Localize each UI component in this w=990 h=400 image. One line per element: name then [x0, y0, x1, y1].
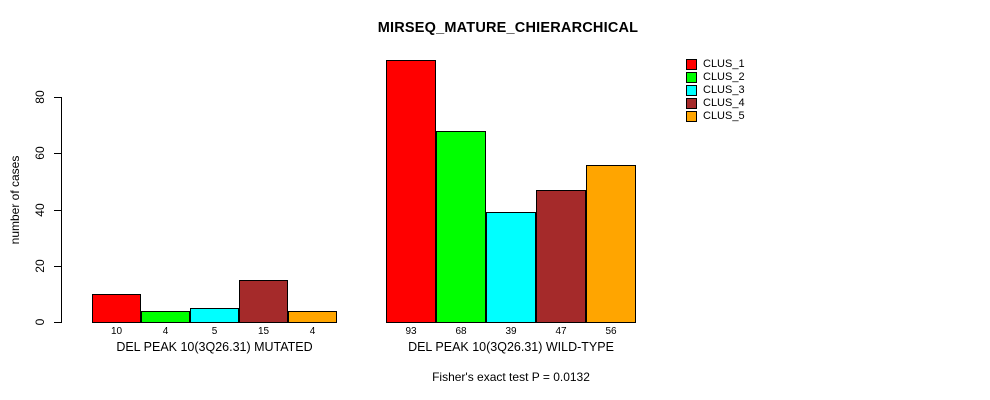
legend-label: CLUS_3	[703, 84, 745, 96]
legend-swatch-icon	[686, 98, 697, 109]
legend-row-clus_5: CLUS_5	[686, 111, 745, 122]
y-tick-label: 0	[33, 318, 47, 326]
bar-clus_4-group2	[536, 189, 586, 323]
legend-swatch-icon	[686, 72, 697, 83]
legend-row-clus_1: CLUS_1	[686, 59, 745, 70]
bar-clus_1-group1	[92, 293, 141, 323]
bar-value-label: 15	[257, 326, 270, 337]
legend-swatch-icon	[686, 111, 697, 122]
bar-value-label: 4	[309, 326, 316, 337]
bar-value-label: 47	[555, 326, 567, 337]
bar-clus_3-group1	[190, 307, 239, 323]
y-axis-tick	[54, 97, 61, 98]
y-axis-tick	[54, 322, 61, 323]
legend-row-clus_4: CLUS_4	[686, 98, 745, 109]
x-group-label-wildtype: DEL PEAK 10(3Q26.31) WILD-TYPE	[408, 340, 614, 354]
bar-clus_1-group2	[386, 60, 436, 323]
legend-label: CLUS_4	[703, 97, 745, 109]
legend-label: CLUS_5	[703, 110, 745, 122]
y-tick-label: 80	[33, 90, 47, 104]
y-axis-tick	[54, 153, 61, 155]
fisher-test-note: Fisher's exact test P = 0.0132	[432, 370, 590, 384]
legend-label: CLUS_1	[703, 58, 745, 70]
y-axis-tick	[54, 265, 61, 267]
y-tick-label: 40	[33, 202, 47, 217]
y-tick-label: 20	[33, 259, 47, 273]
bar-value-label: 68	[455, 326, 467, 337]
legend-row-clus_3: CLUS_3	[686, 85, 745, 96]
x-group-label-mutated: DEL PEAK 10(3Q26.31) MUTATED	[116, 340, 313, 354]
bar-value-label: 39	[505, 326, 517, 337]
legend-swatch-icon	[686, 85, 697, 96]
legend-swatch-icon	[686, 59, 697, 70]
bar-value-label: 56	[605, 326, 617, 337]
bar-clus_4-group1	[239, 279, 288, 323]
y-axis-line	[61, 97, 62, 323]
bar-clus_3-group2	[486, 212, 536, 323]
bar-clus_5-group2	[586, 164, 636, 323]
bar-value-label: 93	[405, 326, 417, 337]
bar-value-label: 5	[211, 326, 218, 337]
legend: CLUS_1 CLUS_2 CLUS_3 CLUS_4 CLUS_5	[686, 59, 745, 122]
legend-row-clus_2: CLUS_2	[686, 72, 745, 83]
chart-title: MIRSEQ_MATURE_CHIERARCHICAL	[377, 20, 639, 36]
bar-clus_5-group1	[288, 310, 337, 323]
y-tick-label: 60	[33, 146, 47, 160]
bar-clus_2-group2	[436, 130, 486, 323]
bar-value-label: 10	[110, 326, 123, 337]
legend-label: CLUS_2	[703, 71, 745, 83]
y-axis-tick	[54, 209, 61, 211]
bar-value-label: 4	[162, 326, 169, 337]
bar-clus_2-group1	[141, 310, 190, 323]
y-axis-label: number of cases	[8, 155, 22, 245]
